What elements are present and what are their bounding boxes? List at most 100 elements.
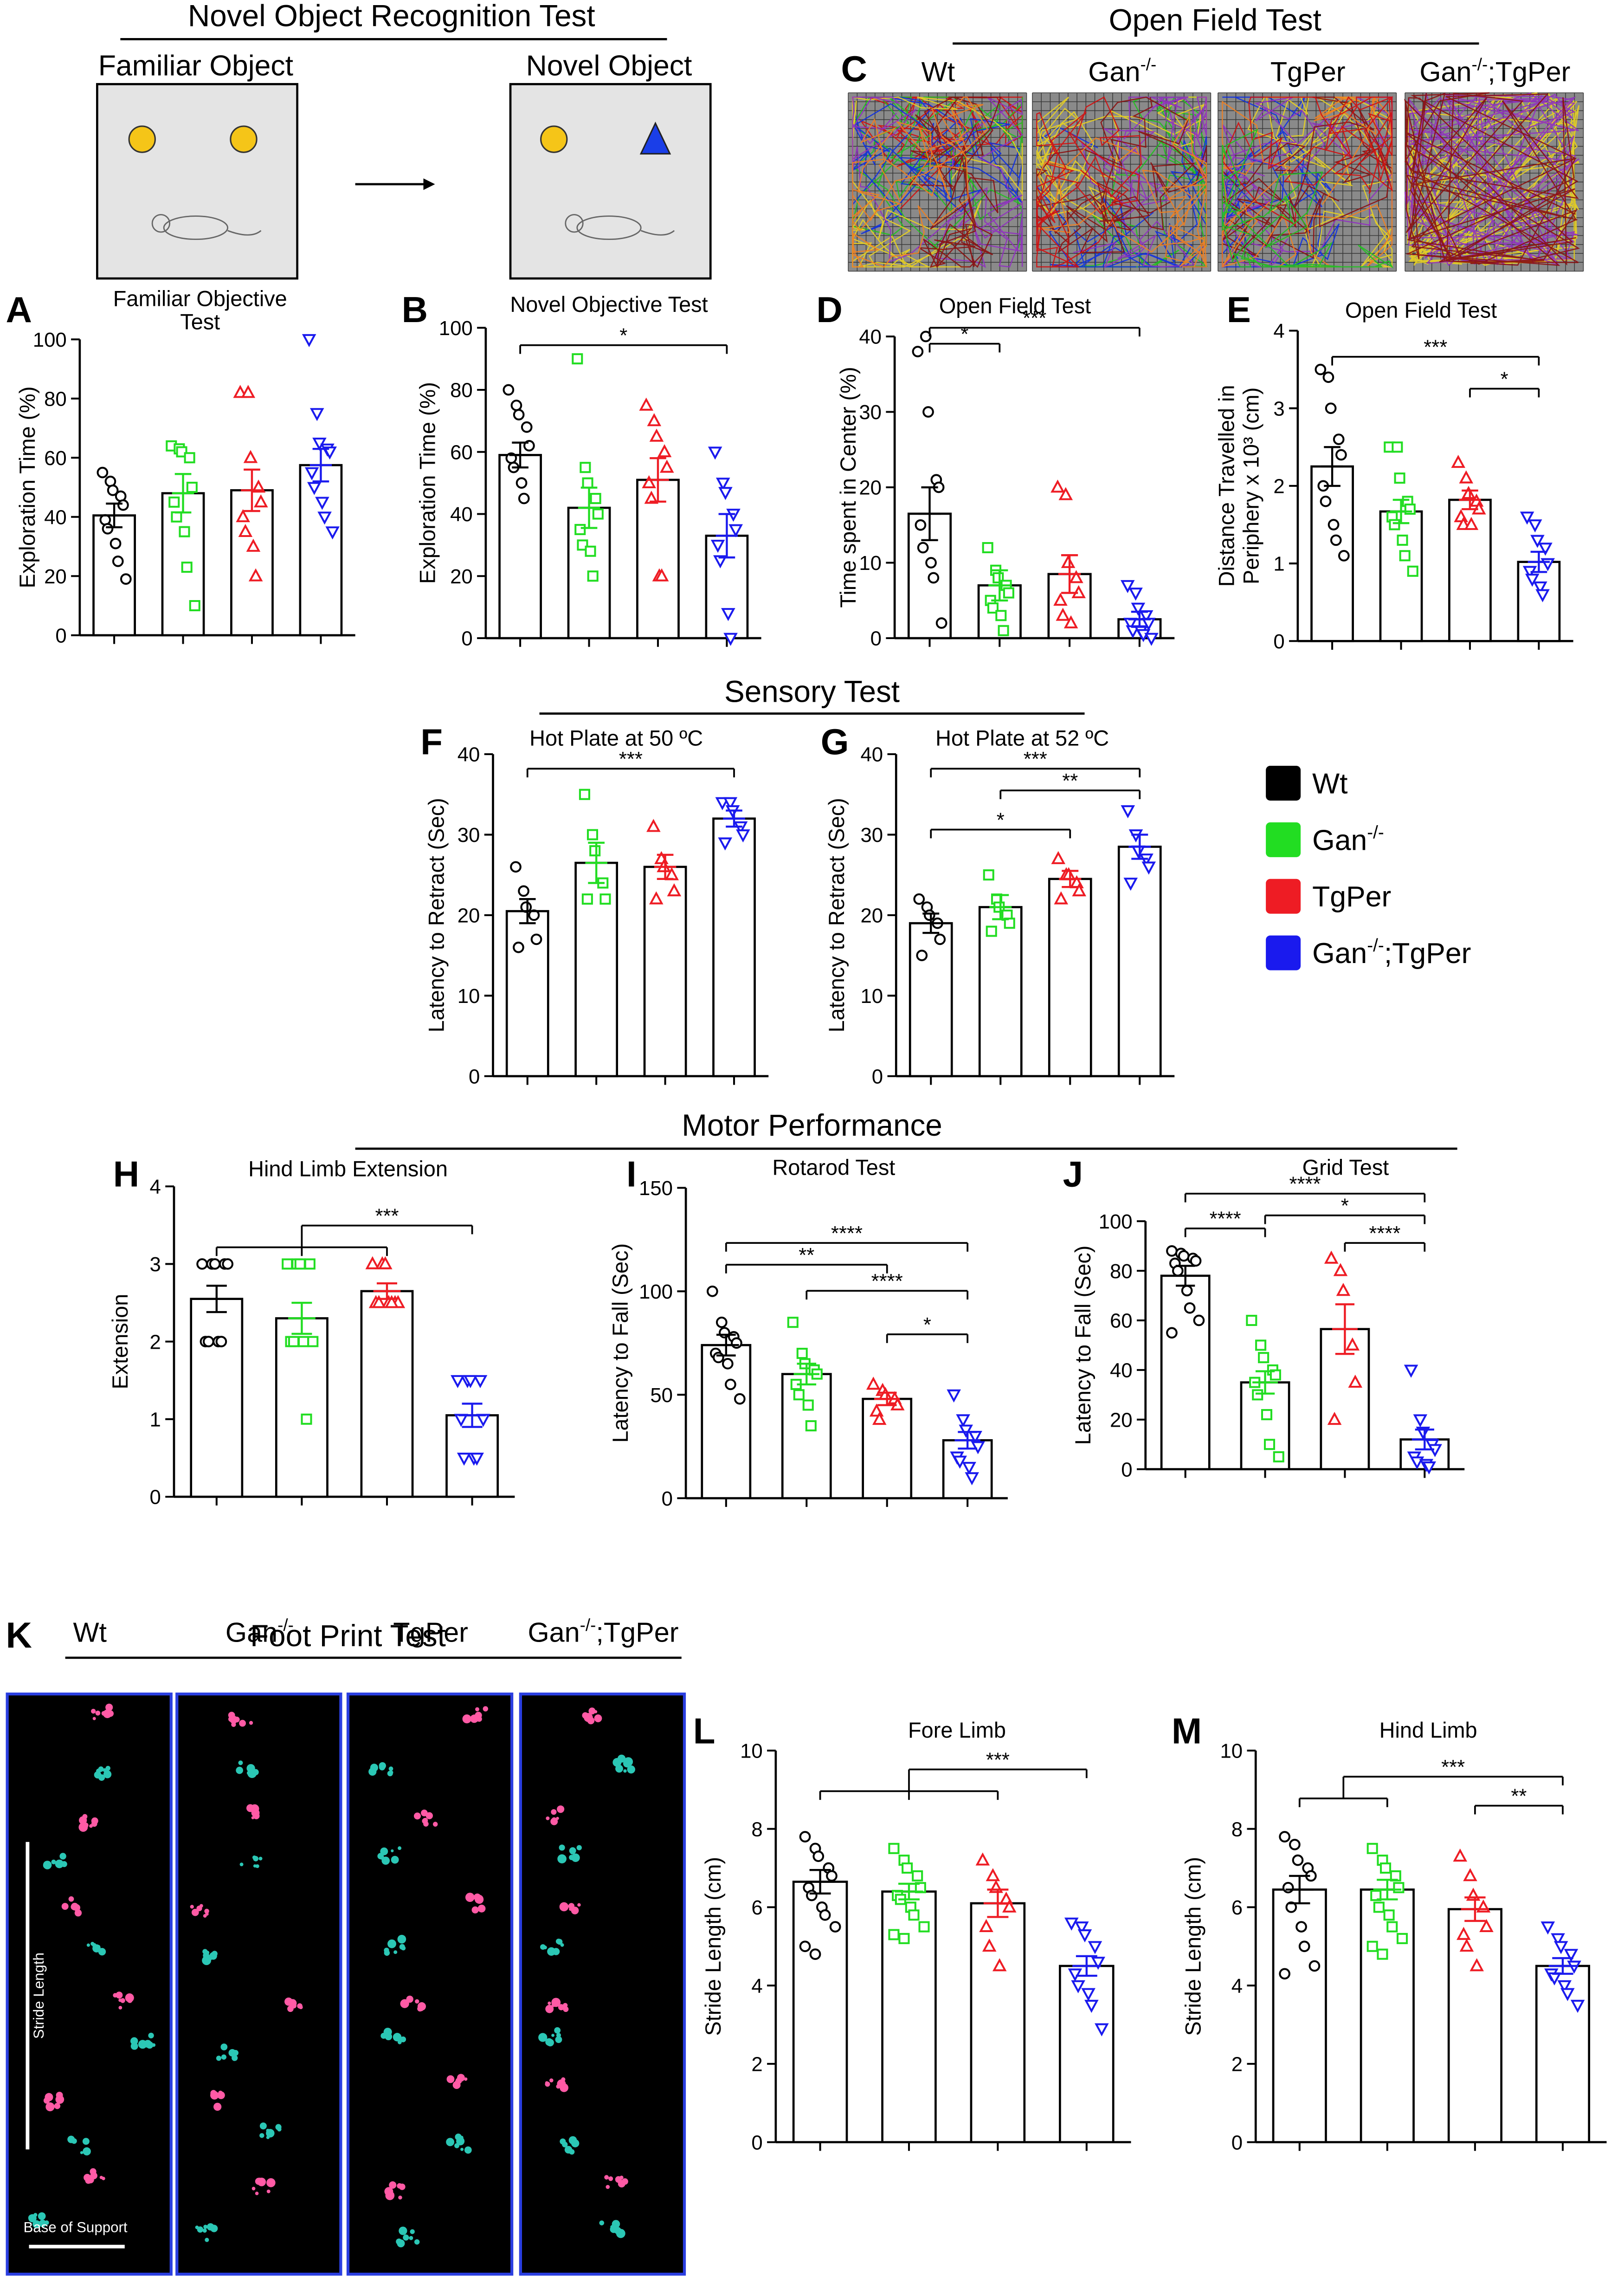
data-point [1413, 1414, 1428, 1428]
footprint-blob [464, 2146, 472, 2154]
data-point [708, 446, 722, 460]
footprint-blob [236, 1766, 244, 1774]
data-point [1324, 1250, 1339, 1264]
y-tick-label: 100 [1099, 1210, 1133, 1233]
data-point [1386, 1921, 1398, 1933]
data-point [294, 1258, 306, 1270]
data-point [1184, 1302, 1196, 1314]
footprint-blob [255, 2192, 259, 2195]
footprint-blob [571, 1853, 580, 1862]
y-axis-label: Exploration Time (%) [15, 387, 39, 588]
footprint-blob [551, 2034, 554, 2037]
footprint-blob [85, 2177, 92, 2184]
footprint-blob [462, 1714, 471, 1724]
footprint-blob [98, 1766, 104, 1772]
y-tick-label: 60 [1110, 1310, 1133, 1332]
footprint-blob [103, 1768, 107, 1772]
data-point [922, 406, 934, 418]
footprint-image [346, 1692, 514, 2276]
data-point [644, 491, 659, 504]
data-point [917, 542, 929, 554]
bar [636, 478, 680, 640]
footprint-blob [383, 2028, 392, 2037]
footprint-blob [547, 1947, 556, 1956]
footprint-blob [617, 1754, 626, 1763]
data-point [723, 633, 738, 646]
y-tick-label: 150 [639, 1177, 673, 1200]
y-tick-label: 40 [44, 506, 67, 529]
data-point [372, 1295, 386, 1308]
footprint-blob [258, 1856, 263, 1861]
footprint-blob [83, 2147, 91, 2156]
data-point [912, 1870, 923, 1882]
data-point [282, 1258, 293, 1270]
data-point [1252, 1389, 1263, 1401]
data-point [1330, 534, 1342, 546]
data-point [238, 524, 253, 537]
footprint-blob [582, 1712, 589, 1719]
data-point [384, 1295, 399, 1308]
data-point [1120, 580, 1135, 594]
data-point [1533, 581, 1547, 595]
data-point [1084, 1999, 1099, 2013]
footprint-blob [556, 2033, 561, 2038]
data-point [986, 1868, 1000, 1882]
y-tick-label: 0 [461, 627, 472, 650]
y-tick-label: 80 [1110, 1260, 1133, 1283]
bar [360, 1290, 414, 1498]
data-point [1535, 589, 1550, 602]
footprint-blob [85, 2139, 89, 2143]
footprint-blob [251, 1809, 260, 1817]
track [1404, 92, 1580, 266]
data-point [189, 600, 200, 612]
superscript: -/- [277, 1616, 294, 1635]
y-axis-label: Latency to Fall (Sec) [608, 1243, 632, 1443]
data-point [956, 1414, 970, 1428]
chart-title: Rotarod Test [772, 1155, 895, 1179]
footprint-blob [221, 2054, 227, 2060]
data-point [1348, 1374, 1363, 1388]
footprint-blob [190, 1905, 194, 1909]
data-point [1068, 1968, 1083, 1982]
data-point [572, 353, 583, 365]
footprint-blob [460, 2135, 464, 2140]
data-point [171, 511, 182, 523]
data-point [715, 478, 730, 491]
data-point [1081, 1988, 1096, 2001]
bar [701, 1344, 752, 1500]
footprint-blob [238, 1760, 243, 1765]
data-point [713, 1351, 724, 1364]
footprint-blob [391, 1849, 394, 1853]
footprint-blob [105, 1703, 113, 1711]
footprint-blob [400, 1999, 409, 2008]
footprint-blob [417, 2006, 423, 2012]
footprint-blob [103, 1770, 112, 1778]
data-point [1396, 1933, 1408, 1944]
footprint-blob [389, 2181, 397, 2189]
footprint-blob [409, 2236, 413, 2240]
data-point [97, 466, 109, 478]
y-axis-label: Time spent in Center (%) [836, 367, 860, 608]
track [909, 97, 1002, 268]
bar [1048, 878, 1092, 1078]
data-point [248, 568, 263, 582]
data-point [728, 524, 743, 537]
footprint-blob [555, 2036, 562, 2043]
footprint-blob [604, 2175, 609, 2180]
data-point [1051, 851, 1066, 864]
y-axis-label: Latency to Retract (Sec) [825, 798, 849, 1032]
data-point [1328, 519, 1340, 530]
legend-swatch [1266, 822, 1301, 857]
data-point [1053, 592, 1068, 606]
data-point [799, 1940, 811, 1953]
footprint-blob [138, 2040, 147, 2049]
significance-label: * [1341, 1194, 1349, 1217]
y-tick-label: 3 [150, 1253, 161, 1276]
y-tick-label: 10 [1220, 1740, 1243, 1763]
label-part: Gan [1312, 824, 1367, 856]
section-heading: Open Field Test [1109, 3, 1321, 37]
data-point [1570, 1999, 1585, 2013]
footprint-blob [32, 2220, 41, 2228]
data-point [589, 845, 601, 857]
data-point [503, 384, 515, 396]
